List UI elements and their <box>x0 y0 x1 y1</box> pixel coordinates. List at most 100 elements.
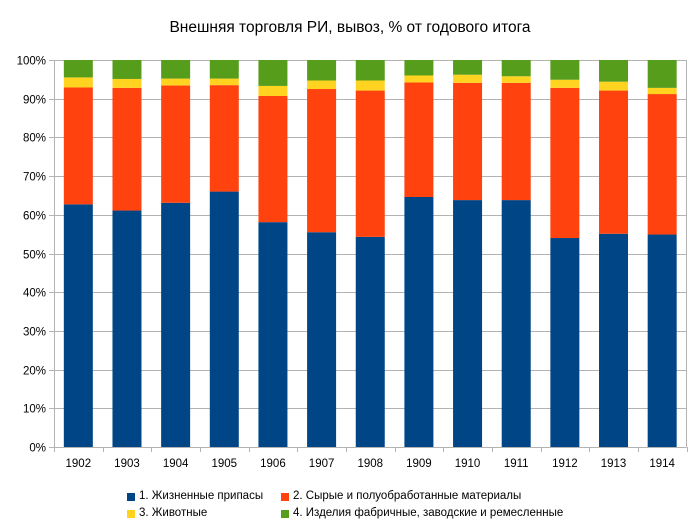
bar-segment-manufactured-goods-1911 <box>501 60 531 77</box>
bar-group-1903 <box>112 60 142 447</box>
bar-segment-food-1910 <box>453 200 483 447</box>
legend-swatch-manufactured-goods <box>281 509 289 518</box>
bar-segment-food-1914 <box>647 234 677 447</box>
legend-item-raw-materials: 2. Сырые и полуобработанные материалы <box>281 488 521 505</box>
bar-segment-animals-1904 <box>161 78 191 86</box>
y-tick-label: 80% <box>23 133 46 145</box>
bar-segment-animals-1903 <box>112 78 142 88</box>
bar-segment-food-1902 <box>63 204 93 447</box>
y-tick-label: 50% <box>23 250 46 262</box>
bar-segment-raw-materials-1910 <box>453 82 483 201</box>
bar-segment-animals-1912 <box>550 79 580 88</box>
bar-group-1904 <box>161 60 191 447</box>
y-tick-label: 60% <box>23 211 46 223</box>
bar-segment-food-1905 <box>209 191 239 447</box>
bar-segment-manufactured-goods-1906 <box>258 60 288 86</box>
bar-segment-food-1911 <box>501 200 531 447</box>
x-tick-label: 1907 <box>309 458 335 470</box>
x-tick-label: 1903 <box>114 458 140 470</box>
axes <box>54 60 688 452</box>
bar-group-1902 <box>63 60 93 447</box>
bar-segment-manufactured-goods-1903 <box>112 60 142 79</box>
bar-segment-raw-materials-1902 <box>63 87 93 205</box>
x-tick-label: 1904 <box>163 458 189 470</box>
x-tick-label: 1906 <box>260 458 286 470</box>
x-tick-label: 1909 <box>406 458 432 470</box>
y-tick-label: 30% <box>23 327 46 339</box>
bar-segment-animals-1909 <box>404 75 434 83</box>
bar-segment-animals-1908 <box>355 80 385 91</box>
y-tick-label: 10% <box>23 404 46 416</box>
bar-segment-animals-1907 <box>307 80 337 90</box>
x-tick-label: 1905 <box>211 458 237 470</box>
legend-item-animals: 3. Животные <box>127 505 281 522</box>
y-tick-label: 0% <box>29 443 46 455</box>
bar-group-1912 <box>550 60 580 447</box>
bar-group-1906 <box>258 60 288 447</box>
bar-segment-food-1909 <box>404 196 434 447</box>
legend-label-animals: 3. Животные <box>139 507 208 519</box>
bar-segment-raw-materials-1911 <box>501 82 531 201</box>
legend-label-food: 1. Жизненные припасы <box>139 490 264 502</box>
x-tick-label: 1902 <box>66 458 92 470</box>
bar-segment-food-1912 <box>550 238 580 447</box>
bar-segment-raw-materials-1905 <box>209 85 239 192</box>
bar-segment-animals-1913 <box>599 81 629 91</box>
bar-segment-animals-1914 <box>647 87 677 95</box>
y-tick-label: 70% <box>23 172 46 184</box>
x-tick-label: 1908 <box>357 458 383 470</box>
legend-label-manufactured-goods: 4. Изделия фабричные, заводские и ремесл… <box>293 507 564 519</box>
legend-swatch-animals <box>127 509 135 518</box>
bar-group-1913 <box>599 60 629 447</box>
bar-segment-manufactured-goods-1910 <box>453 60 483 75</box>
legend-item-food: 1. Жизненные припасы <box>127 488 281 505</box>
bar-segment-food-1903 <box>112 210 142 447</box>
legend-label-raw-materials: 2. Сырые и полуобработанные материалы <box>293 490 522 502</box>
bar-segment-food-1913 <box>599 233 629 447</box>
bar-segment-raw-materials-1907 <box>307 89 337 233</box>
x-tick-label: 1912 <box>552 458 578 470</box>
bars <box>63 60 677 447</box>
legend: 1. Жизненные припасы 2. Сырые и полуобра… <box>127 488 563 522</box>
legend-item-manufactured-goods: 4. Изделия фабричные, заводские и ремесл… <box>281 505 563 522</box>
bar-segment-raw-materials-1913 <box>599 90 629 234</box>
x-tick-label: 1911 <box>504 458 529 470</box>
y-tick-label: 90% <box>23 95 46 107</box>
bar-group-1905 <box>209 60 239 447</box>
bar-segment-animals-1906 <box>258 85 288 96</box>
bar-segment-animals-1911 <box>501 76 531 83</box>
bar-segment-animals-1910 <box>453 74 483 83</box>
chart-plot-area: 0%10%20%30%40%50%60%70%80%90%100% 1902 19… <box>17 56 688 470</box>
bar-group-1910 <box>453 60 483 447</box>
bar-segment-food-1908 <box>355 236 385 447</box>
y-tick-label: 100% <box>17 56 46 68</box>
bar-segment-manufactured-goods-1909 <box>404 60 434 76</box>
y-axis-tick-labels: 0% 10% 20% 30% 40% 50% 60% 70% 80% 90% 100% <box>17 56 46 455</box>
bar-segment-animals-1905 <box>209 78 239 86</box>
bar-group-1914 <box>647 60 677 447</box>
bar-segment-manufactured-goods-1902 <box>63 60 93 78</box>
bar-group-1908 <box>355 60 385 447</box>
chart-title: Внешняя торговля РИ, вывоз, % от годовог… <box>169 19 531 36</box>
bar-segment-manufactured-goods-1908 <box>355 60 385 81</box>
bar-group-1909 <box>404 60 434 447</box>
bar-segment-raw-materials-1909 <box>404 82 434 197</box>
bar-segment-raw-materials-1903 <box>112 87 142 211</box>
bar-segment-raw-materials-1906 <box>258 95 288 223</box>
bar-segment-raw-materials-1914 <box>647 94 677 235</box>
bar-segment-animals-1902 <box>63 77 93 88</box>
bar-segment-raw-materials-1912 <box>550 87 580 239</box>
bar-segment-manufactured-goods-1907 <box>307 60 337 81</box>
bar-segment-manufactured-goods-1913 <box>599 60 629 82</box>
x-tick-label: 1914 <box>649 458 675 470</box>
bar-group-1907 <box>307 60 337 447</box>
y-tick-label: 20% <box>23 366 46 378</box>
x-axis-tick-labels: 1902 1903 1904 1905 1906 1907 1908 1909 1910 1911… <box>66 458 676 470</box>
legend-swatch-food <box>127 492 135 501</box>
bar-segment-manufactured-goods-1914 <box>647 60 677 88</box>
bar-segment-raw-materials-1908 <box>355 90 385 237</box>
bar-segment-manufactured-goods-1912 <box>550 60 580 80</box>
bar-segment-food-1907 <box>307 232 337 447</box>
bar-segment-raw-materials-1904 <box>161 85 191 203</box>
bar-group-1911 <box>501 60 531 447</box>
